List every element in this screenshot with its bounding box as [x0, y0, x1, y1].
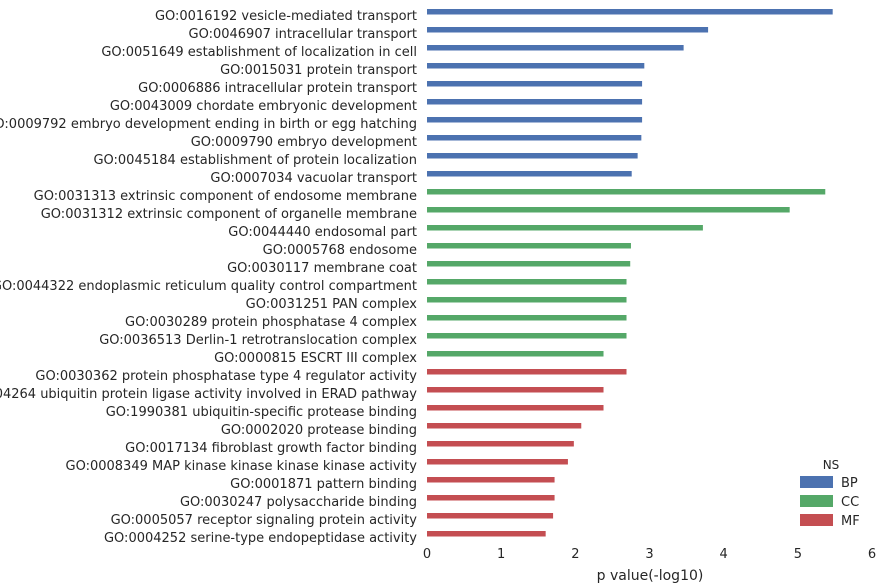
bar-cc-20	[427, 351, 604, 357]
category-label: GO:0044440 endosomal part	[228, 225, 417, 240]
category-label: GO:0043009 chordate embryonic developmen…	[110, 99, 417, 114]
category-label: GO:0006886 intracellular protein transpo…	[138, 81, 417, 96]
x-tick-label: 0	[423, 547, 431, 562]
bar-cc-14	[427, 243, 631, 249]
category-label: GO:0000815 ESCRT III complex	[214, 351, 417, 366]
bar-mf-28	[427, 495, 555, 501]
category-label: GO:0015031 protein transport	[220, 63, 417, 78]
category-label: GO:0017134 fibroblast growth factor bind…	[125, 441, 417, 456]
category-label: GO:0009790 embryo development	[191, 135, 417, 150]
category-label: GO:0045184 establishment of protein loca…	[93, 153, 417, 168]
category-label: GO:0030362 protein phosphatase type 4 re…	[35, 369, 417, 384]
category-label: GO:0008349 MAP kinase kinase kinase kina…	[66, 459, 418, 474]
category-label: GO:0004252 serine-type endopeptidase act…	[104, 531, 417, 546]
legend-label-cc: CC	[841, 495, 859, 510]
bar-bp-9	[427, 153, 638, 159]
x-tick-label: 1	[497, 547, 505, 562]
bar-bp-3	[427, 45, 684, 51]
bar-bp-6	[427, 99, 643, 105]
legend-swatch-bp	[800, 476, 833, 488]
category-label: GO:0005768 endosome	[263, 243, 417, 258]
x-tick-label: 4	[720, 547, 728, 562]
x-tick-label: 2	[571, 547, 579, 562]
bar-bp-1	[427, 9, 833, 15]
category-label: GO:0046907 intracellular transport	[189, 27, 417, 42]
bar-bp-7	[427, 117, 643, 123]
category-labels: GO:0016192 vesicle-mediated transport GO:…	[0, 9, 417, 546]
bar-cc-11	[427, 189, 826, 195]
category-label: GO:0002020 protease binding	[221, 423, 417, 438]
bar-bp-4	[427, 63, 645, 69]
bar-bp-10	[427, 171, 632, 177]
x-tick-label: 6	[868, 547, 876, 562]
category-label: GO:0031313 extrinsic component of endoso…	[34, 189, 417, 204]
x-tick-label: 5	[794, 547, 802, 562]
bar-mf-22	[427, 387, 604, 393]
x-axis-title: p value(-log10)	[597, 568, 704, 584]
bar-bp-8	[427, 135, 642, 141]
bar-mf-21	[427, 369, 627, 375]
bar-cc-19	[427, 333, 627, 339]
legend-swatch-cc	[800, 495, 833, 507]
bar-cc-16	[427, 279, 627, 285]
legend-label-mf: MF	[841, 514, 860, 529]
bar-mf-29	[427, 513, 554, 519]
category-label: GO:0031312 extrinsic component of organe…	[41, 207, 417, 222]
category-label: GO:0044322 endoplasmic reticulum quality…	[0, 279, 417, 294]
bar-mf-26	[427, 459, 568, 465]
bars-layer	[427, 9, 833, 537]
category-label: GO:0009792 embryo development ending in …	[0, 117, 417, 132]
legend-title: NS	[823, 458, 840, 472]
category-label: GO:0031251 PAN complex	[246, 297, 418, 312]
category-label: GO:0016192 vesicle-mediated transport	[155, 9, 417, 24]
category-label: GO:0051649 establishment of localization…	[101, 45, 417, 60]
x-tick-label: 3	[645, 547, 653, 562]
bar-bp-2	[427, 27, 709, 33]
category-label: GO:0030247 polysaccharide binding	[180, 495, 417, 510]
category-label: GO:0030289 protein phosphatase 4 complex	[125, 315, 417, 330]
category-label: GO:0030117 membrane coat	[227, 261, 417, 276]
category-label: GO:1904264 ubiquitin protein ligase acti…	[0, 387, 417, 402]
x-axis-ticks: 0 1 2 3 4 5 6	[423, 547, 876, 562]
bar-cc-18	[427, 315, 627, 321]
bar-mf-23	[427, 405, 604, 411]
bar-mf-24	[427, 423, 582, 429]
bar-mf-27	[427, 477, 555, 483]
bar-cc-12	[427, 207, 790, 213]
bar-mf-25	[427, 441, 574, 447]
category-label: GO:1990381 ubiquitin-specific protease b…	[106, 405, 417, 420]
bar-bp-5	[427, 81, 643, 87]
bar-cc-17	[427, 297, 627, 303]
category-label: GO:0001871 pattern binding	[230, 477, 417, 492]
category-label: GO:0005057 receptor signaling protein ac…	[111, 513, 418, 528]
bar-mf-30	[427, 531, 546, 537]
category-label: GO:0007034 vacuolar transport	[210, 171, 417, 186]
bar-cc-15	[427, 261, 631, 267]
legend-label-bp: BP	[841, 476, 858, 491]
legend-swatch-mf	[800, 514, 833, 526]
bar-cc-13	[427, 225, 703, 231]
category-label: GO:0036513 Derlin-1 retrotranslocation c…	[99, 333, 417, 348]
